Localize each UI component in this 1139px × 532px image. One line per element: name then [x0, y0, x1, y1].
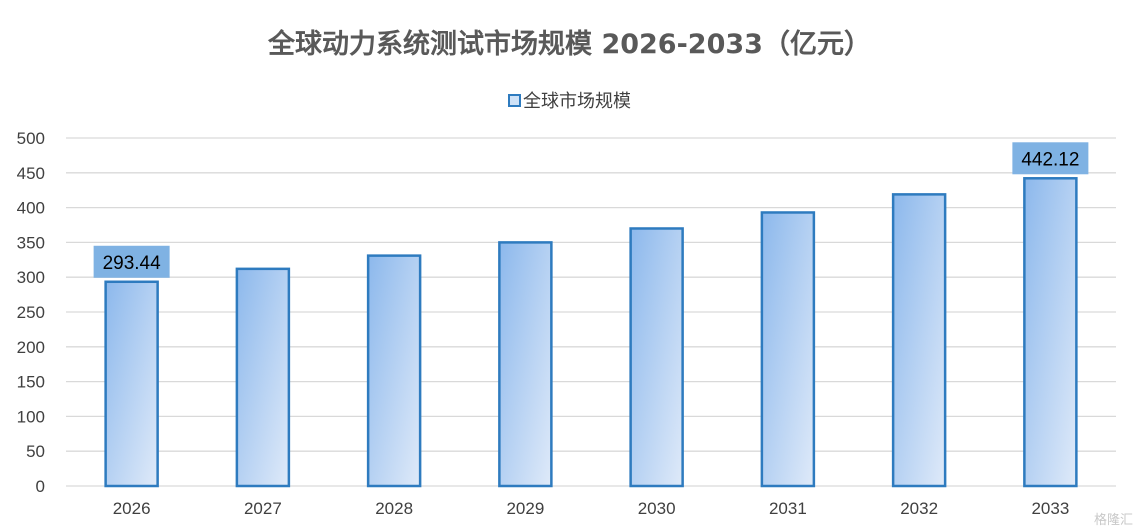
data-labels: 293.44 442.12: [93, 142, 1089, 278]
y-tick-label: 50: [26, 442, 45, 461]
legend-swatch: [508, 93, 521, 107]
x-tick-label: 2026: [113, 499, 151, 518]
y-tick-label: 150: [17, 373, 45, 392]
y-tick-label: 350: [17, 233, 45, 252]
y-tick-label: 500: [17, 129, 45, 148]
bar-2031: [760, 211, 816, 488]
bars: [104, 177, 1078, 488]
data-label-box: [1012, 142, 1089, 175]
chart-title: 全球动力系统测试市场规模 2026-2033（亿元）: [268, 29, 871, 60]
y-axis-ticks: 0 50 100 150 200 250 300 350 400 450 500: [17, 129, 45, 496]
legend-label: 全球市场规模: [523, 91, 631, 112]
y-tick-label: 100: [17, 407, 45, 426]
data-label: 293.44: [103, 253, 162, 274]
bar-2029: [498, 241, 553, 488]
x-axis-ticks: 2026 2027 2028 2029 2030 2031 2032 2033: [113, 499, 1070, 518]
x-tick-label: 2033: [1031, 499, 1069, 518]
y-tick-label: 0: [36, 477, 45, 496]
x-tick-label: 2032: [900, 499, 938, 518]
bar-2027: [235, 267, 291, 488]
bar-2026: [104, 280, 159, 488]
x-tick-label: 2029: [506, 499, 544, 518]
y-tick-label: 200: [17, 338, 45, 357]
legend: 全球市场规模: [0, 87, 1139, 113]
x-tick-label: 2028: [375, 499, 413, 518]
y-tick-label: 300: [17, 268, 45, 287]
bar-2028: [366, 254, 422, 488]
watermark: 格隆汇: [1093, 513, 1133, 528]
bar-2032: [891, 193, 947, 488]
y-tick-label: 400: [17, 199, 45, 218]
grid-lines: [66, 137, 1116, 487]
y-tick-label: 250: [17, 303, 45, 322]
bar-2030: [629, 227, 684, 488]
bar-2033: [1023, 177, 1078, 488]
x-tick-label: 2030: [638, 499, 676, 518]
data-label: 442.12: [1021, 149, 1079, 170]
data-label-box: [93, 245, 170, 278]
y-tick-label: 450: [17, 164, 45, 183]
x-tick-label: 2027: [244, 499, 282, 518]
x-tick-label: 2031: [769, 499, 807, 518]
